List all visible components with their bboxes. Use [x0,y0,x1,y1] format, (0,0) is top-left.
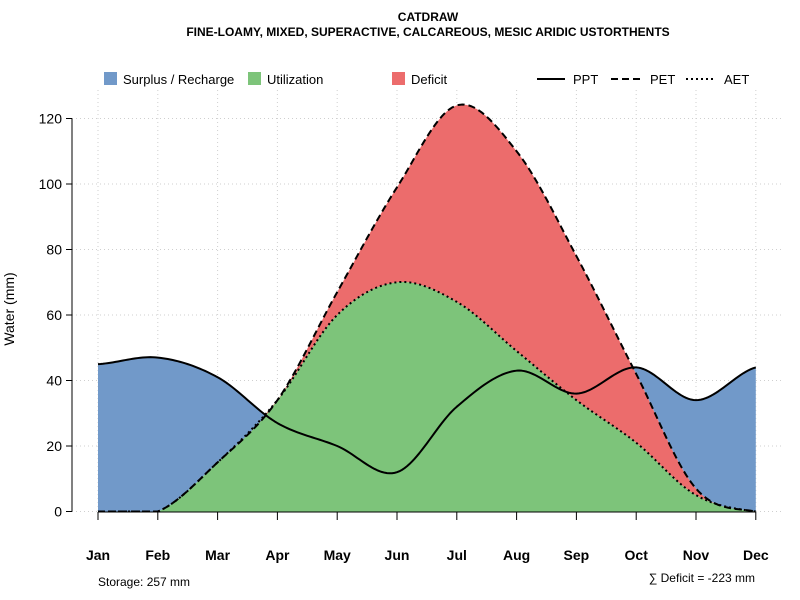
legend-label-aet: AET [724,72,749,87]
area-surplus-recharge [98,104,756,512]
y-tick-label-4: 80 [46,242,62,258]
chart-title: CATDRAW [398,10,459,24]
y-tick-label-5: 100 [39,176,63,192]
x-tick-label-mar: Mar [205,547,230,563]
legend-swatch-utilization [248,72,261,85]
legend-label-ppt: PPT [573,72,598,87]
x-tick-label-jul: Jul [447,547,467,563]
y-tick-label-3: 60 [46,307,62,323]
y-tick-label-0: 0 [54,504,62,520]
area-utilization [98,281,756,512]
y-tick-label-1: 20 [46,438,62,454]
x-tick-label-jun: Jun [385,547,410,563]
series-line-pet [98,103,756,513]
axes: 0 20 40 60 80 100 120 Jan Feb Mar Apr May Jun Jul Aug S… [39,111,769,564]
line-layer [97,103,757,513]
x-tick-label-nov: Nov [683,547,710,563]
legend-swatch-surplus [104,72,117,85]
legend-label-utilization: Utilization [267,72,323,87]
x-tick-label-aug: Aug [503,547,530,563]
x-tick-label-apr: Apr [265,547,290,563]
x-tick-label-jan: Jan [86,547,110,563]
y-tick-label-6: 120 [39,111,63,127]
legend-label-pet: PET [650,72,675,87]
y-axis-label: Water (mm) [1,272,17,345]
area-layer [98,104,756,512]
area-deficit [98,104,756,512]
legend-label-surplus: Surplus / Recharge [123,72,234,87]
x-tick-label-oct: Oct [625,547,649,563]
x-tick-label-dec: Dec [743,547,769,563]
legend-swatch-deficit [392,72,405,85]
x-tick-label-feb: Feb [145,547,170,563]
legend: Surplus / Recharge Utilization Deficit P… [104,72,749,87]
legend-label-deficit: Deficit [411,72,448,87]
x-tick-label-sep: Sep [564,547,590,563]
y-tick-label-2: 40 [46,373,62,389]
deficit-note: ∑ Deficit = -223 mm [649,571,755,585]
storage-note: Storage: 257 mm [98,575,190,589]
chart-subtitle: FINE-LOAMY, MIXED, SUPERACTIVE, CALCAREO… [186,25,669,39]
series-line-ppt [97,356,757,475]
x-tick-label-may: May [324,547,351,563]
